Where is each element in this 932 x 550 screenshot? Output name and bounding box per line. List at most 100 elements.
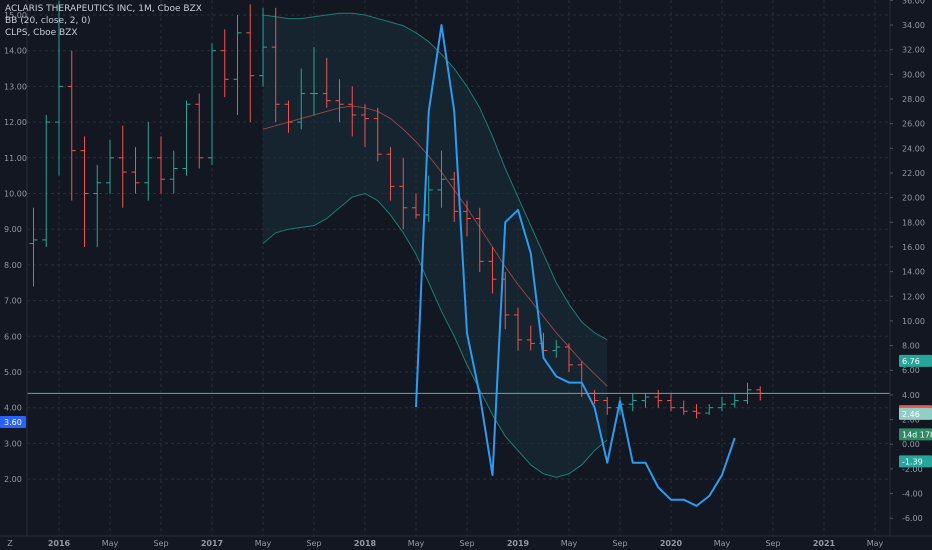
right-tick-label: 30.00 xyxy=(902,70,925,79)
time-axis[interactable]: 2016 May Sep 2017 May Sep 2018 May Sep 2019 May Sep… xyxy=(0,535,932,550)
right-tick-label: 20.00 xyxy=(902,194,925,203)
time-tick-label: May xyxy=(561,539,578,548)
candle xyxy=(437,150,446,208)
clps-line xyxy=(415,24,736,507)
right-tick-label: 14.00 xyxy=(902,268,925,277)
right-tick-label: 8.00 xyxy=(902,342,920,351)
left-tick-label: 11.00 xyxy=(4,154,27,163)
time-tick-label: 2018 xyxy=(354,539,377,548)
time-tick-label: May xyxy=(102,539,119,548)
time-tick-label: 2021 xyxy=(813,539,836,548)
candle xyxy=(463,200,471,237)
right-tick-label: 4.00 xyxy=(902,391,920,400)
left-tick-label: 7.00 xyxy=(4,297,22,306)
right-tick-label: 18.00 xyxy=(902,218,925,227)
candle xyxy=(169,150,178,194)
candle xyxy=(118,125,127,208)
candle xyxy=(67,50,76,201)
left-tick-label: 12.00 xyxy=(4,118,27,127)
candle xyxy=(80,136,89,248)
left-tick-label: 10.00 xyxy=(4,190,27,199)
candle xyxy=(399,157,408,230)
candles xyxy=(29,0,765,419)
time-axis-bg xyxy=(0,536,932,550)
right-tick-label: 16.00 xyxy=(902,243,925,252)
time-tick-label: 2016 xyxy=(48,539,71,548)
right-tick-label: -4.00 xyxy=(902,490,923,499)
candle xyxy=(475,207,484,273)
right-value-badge xyxy=(899,407,932,420)
candle xyxy=(450,172,459,223)
left-tick-label: 13.00 xyxy=(4,82,27,91)
right-value-badge xyxy=(899,428,932,441)
right-tick-label: 0.00 xyxy=(902,440,920,449)
right-tick-label: -2.00 xyxy=(902,465,923,474)
time-tick-label: 2017 xyxy=(201,539,223,548)
time-tick-label: May xyxy=(714,539,731,548)
candle xyxy=(271,7,280,123)
legend-bb-indicator[interactable]: BB (20, close, 2, 0) xyxy=(5,16,91,26)
right-tick-label: 12.00 xyxy=(902,292,925,301)
time-tick-label: May xyxy=(867,539,884,548)
right-tick-label: 22.00 xyxy=(902,169,925,178)
candle xyxy=(373,107,382,162)
chart-legend: ACLARIS THERAPEUTICS INC, 1M, Cboe BZX B… xyxy=(5,3,202,39)
candle xyxy=(526,325,535,351)
right-tick-label: -6.00 xyxy=(902,514,923,523)
candle xyxy=(552,339,561,358)
bollinger-bands xyxy=(262,12,608,478)
right-tick-label: 36.00 xyxy=(902,0,925,5)
left-tick-label: 8.00 xyxy=(4,261,22,270)
time-tick-label: Sep xyxy=(459,539,474,548)
left-value-badge-text: 3.60 xyxy=(4,418,22,427)
candle xyxy=(157,136,165,194)
candle xyxy=(628,393,637,412)
clps-series-line xyxy=(415,24,736,507)
candle xyxy=(195,93,204,169)
legend-symbol-title[interactable]: ACLARIS THERAPEUTICS INC, 1M, Cboe BZX xyxy=(5,4,202,14)
candle xyxy=(182,100,191,176)
candle xyxy=(131,147,140,194)
candle xyxy=(208,43,216,165)
right-tick-label: 6.00 xyxy=(902,366,920,375)
legend-clps-symbol[interactable]: CLPS, Cboe BZX xyxy=(5,28,78,38)
time-tick-label: 2020 xyxy=(660,539,683,548)
candle xyxy=(667,393,675,412)
left-price-axis[interactable]: 2.00 3.00 4.00 5.00 6.00 7.00 8.00 9.00 10.00 11.… xyxy=(0,0,28,536)
bollinger-lower xyxy=(262,192,608,478)
candle xyxy=(730,393,739,408)
right-tick-label: 28.00 xyxy=(902,95,925,104)
candle xyxy=(284,100,293,133)
right-tick-label: 34.00 xyxy=(902,21,925,30)
right-value-badge xyxy=(899,354,932,367)
time-tick-label: Sep xyxy=(612,539,627,548)
candle xyxy=(424,175,433,223)
candle xyxy=(641,393,650,408)
left-tick-label: 2.00 xyxy=(4,475,22,484)
right-value-badge-text: 6.76 xyxy=(902,357,920,366)
right-price-axis[interactable]: -6.00 -4.00 -2.00 0.00 2.00 4.00 6.00 8.00 10.00… xyxy=(889,0,932,536)
right-value-badge-text: 14d 17h xyxy=(902,430,932,439)
candle xyxy=(29,207,38,287)
candle xyxy=(106,139,114,194)
bollinger-upper xyxy=(262,12,608,341)
left-tick-label: 15.00 xyxy=(4,11,27,20)
left-tick-label: 5.00 xyxy=(4,368,22,377)
candle xyxy=(603,396,612,415)
time-tick-label: Sep xyxy=(306,539,321,548)
right-value-badge-text: -1.39 xyxy=(902,457,923,466)
bollinger-basis xyxy=(262,105,608,387)
right-tick-label: 32.00 xyxy=(902,46,925,55)
left-tick-label: 6.00 xyxy=(4,332,22,341)
right-value-badge-text: 2.46 xyxy=(902,410,920,419)
candle xyxy=(488,247,497,294)
time-tick-label: Sep xyxy=(765,539,780,548)
candle xyxy=(42,114,51,248)
right-tick-label: 2.00 xyxy=(902,416,920,425)
candle xyxy=(93,164,102,248)
candle xyxy=(679,400,688,415)
time-tick-label: 2019 xyxy=(507,539,530,548)
candle xyxy=(412,193,420,219)
time-tick-label: Sep xyxy=(153,539,168,548)
